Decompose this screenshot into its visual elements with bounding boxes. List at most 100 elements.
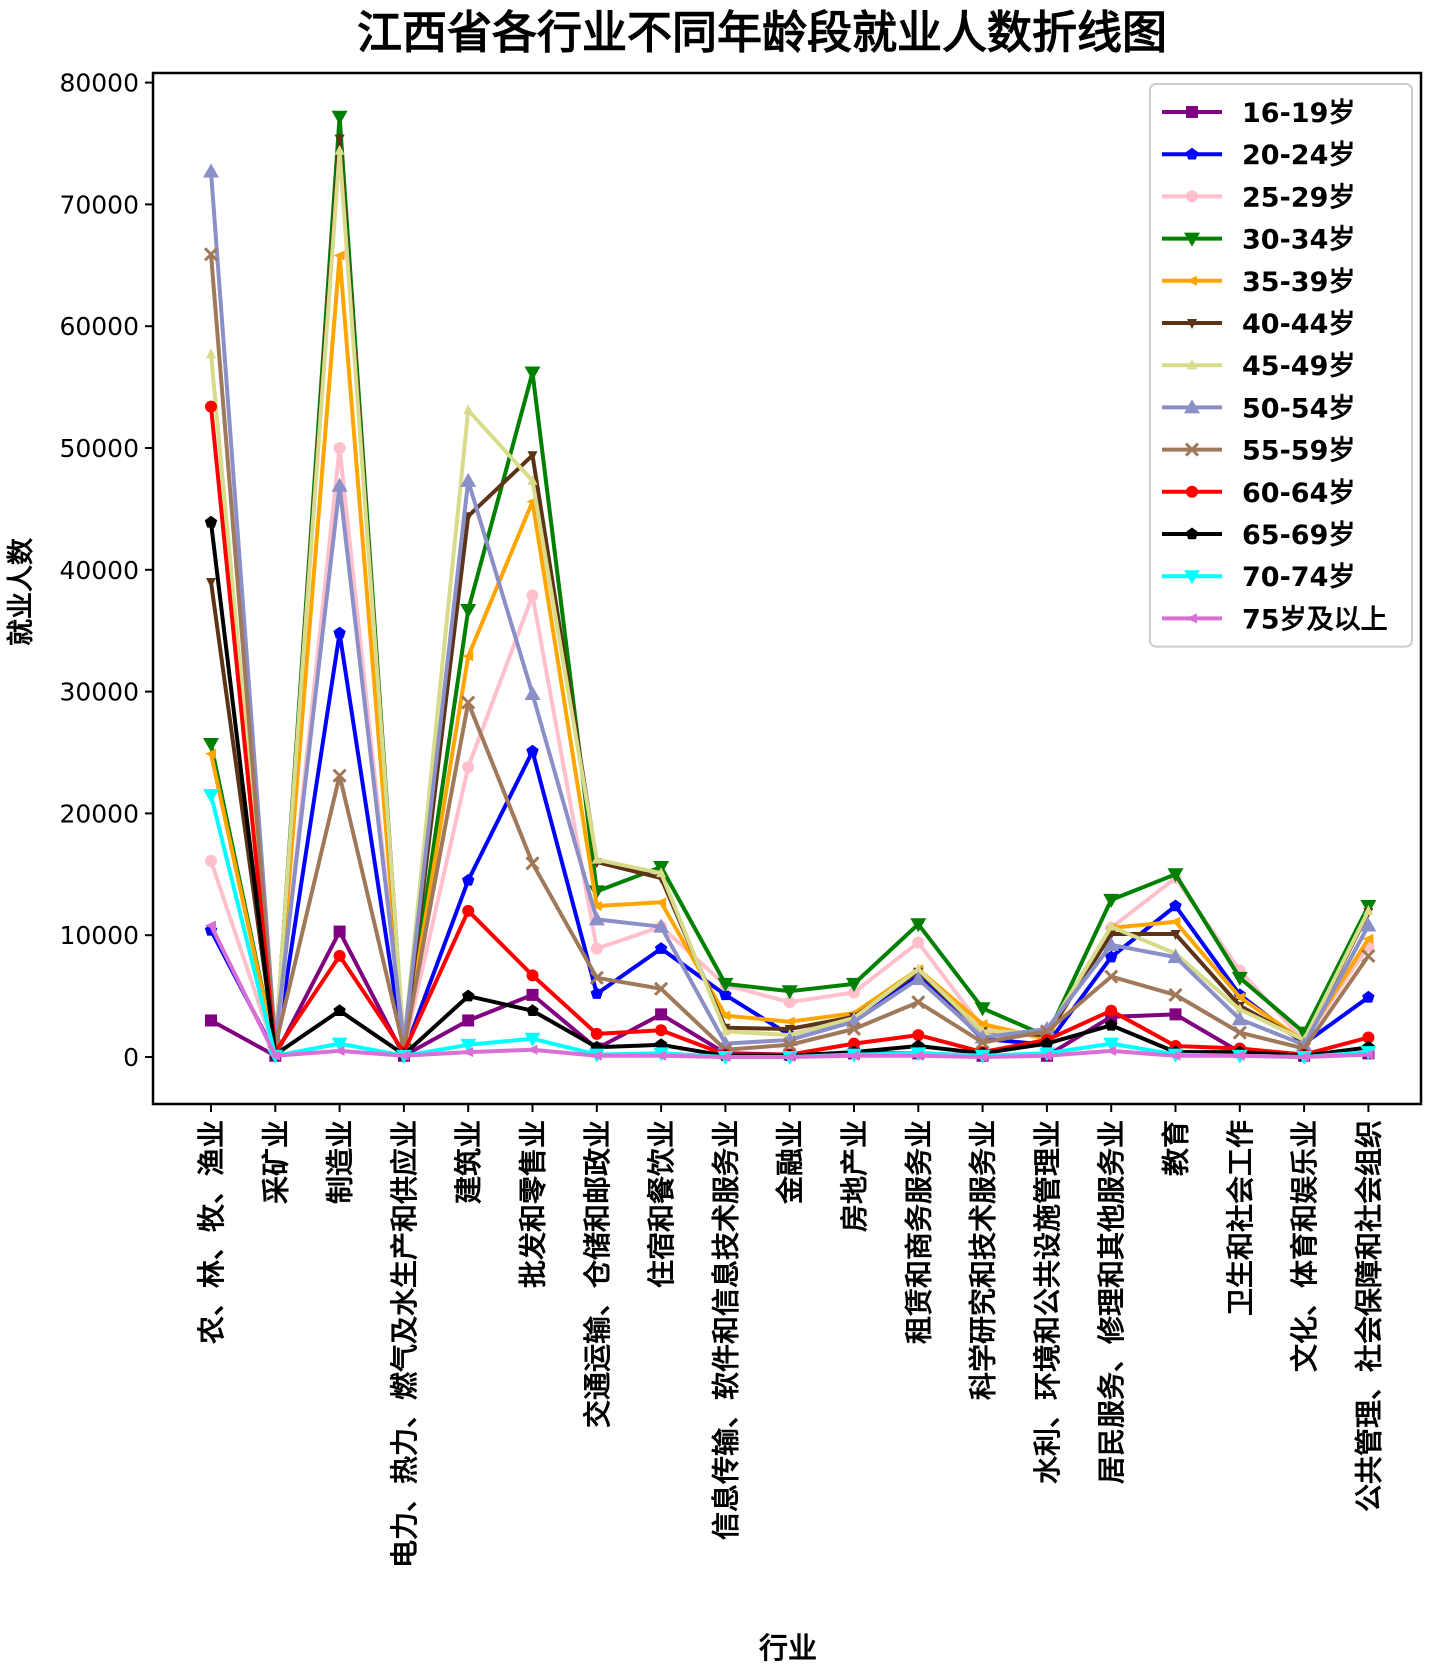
x-tick-label: 卫生和社会工作: [1224, 1120, 1257, 1316]
data-point: [912, 1050, 924, 1061]
data-point: [333, 1004, 346, 1016]
data-point: [1167, 868, 1184, 883]
data-point: [653, 918, 670, 933]
data-point: [331, 110, 348, 125]
data-point: [333, 1045, 345, 1056]
data-point: [654, 981, 669, 996]
x-tick-label: 金融业: [774, 1120, 807, 1205]
legend-marker: [1186, 613, 1197, 624]
data-point: [975, 1035, 990, 1050]
data-point: [206, 577, 216, 588]
legend-marker: [1187, 319, 1197, 329]
legend-marker: [1184, 399, 1200, 414]
series-75岁及以上: [205, 920, 1374, 1062]
legend-box: [1149, 83, 1413, 648]
x-tick-label: 批发和零售业: [517, 1120, 550, 1288]
data-point: [203, 163, 219, 178]
data-point: [590, 987, 603, 999]
x-tick-label: 租赁和商务服务业: [902, 1120, 935, 1344]
data-point: [912, 936, 925, 949]
data-point: [333, 442, 346, 454]
legend-marker: [1184, 442, 1200, 457]
data-point: [1105, 950, 1118, 963]
data-point: [462, 1047, 474, 1058]
data-point: [848, 986, 860, 999]
data-point: [846, 1021, 862, 1037]
legend-label: 60-64岁: [1242, 478, 1355, 509]
legend-label: 16-19岁: [1242, 98, 1355, 129]
data-point: [462, 761, 475, 774]
data-point: [526, 589, 539, 602]
y-tick-label: 70000: [59, 190, 139, 219]
x-tick-label: 建筑业: [452, 1120, 485, 1204]
data-point: [1169, 1050, 1181, 1061]
data-point: [1106, 920, 1117, 931]
x-tick-label: 房地产业: [838, 1120, 871, 1232]
data-point: [462, 873, 475, 886]
x-tick-label: 电力、热力、燃气及水生产和供应业: [388, 1120, 421, 1568]
legend-entry: 55-59岁: [1162, 436, 1355, 467]
legend-marker: [1184, 570, 1200, 585]
data-point: [205, 854, 217, 867]
data-point: [269, 1050, 281, 1061]
legend-marker: [1185, 527, 1199, 540]
legend-label: 70-74岁: [1242, 562, 1355, 593]
data-point: [1362, 990, 1375, 1003]
x-tick-label: 交通运输、仓储和邮政业: [581, 1120, 614, 1428]
data-point: [460, 1038, 477, 1053]
legend-entry: 50-54岁: [1162, 393, 1355, 424]
axes-layer: 0 10000 20000 30000 40000 50000 60000 70000 8000…: [59, 69, 1423, 1568]
data-point: [1234, 1003, 1245, 1014]
data-point: [333, 626, 346, 639]
legend-marker: [1185, 147, 1199, 160]
data-point: [588, 911, 605, 926]
data-point: [462, 904, 475, 917]
data-point: [1170, 929, 1181, 940]
data-point: [656, 867, 667, 878]
data-point: [526, 969, 539, 982]
data-point: [1232, 1025, 1247, 1040]
data-point: [205, 920, 216, 931]
data-point: [911, 995, 926, 1010]
data-point: [974, 1002, 991, 1017]
legend-label: 65-69岁: [1242, 520, 1355, 551]
data-point: [1040, 1050, 1052, 1061]
data-point: [1362, 1049, 1374, 1060]
data-point: [526, 1004, 539, 1016]
data-point: [912, 1029, 925, 1042]
data-point: [462, 651, 474, 662]
legend-entry: 25-29岁: [1162, 182, 1355, 213]
x-tick-label: 公共管理、社会保障和社会组织: [1352, 1120, 1385, 1512]
data-point: [1363, 904, 1374, 915]
data-point: [1362, 1031, 1375, 1044]
data-point: [910, 971, 927, 986]
data-point: [654, 1038, 668, 1051]
x-tick-label: 农、林、牧、渔业: [195, 1120, 228, 1345]
legend-entry: 16-19岁: [1162, 98, 1355, 129]
legend-entry: 60-64岁: [1162, 478, 1355, 509]
y-tick-label: 40000: [59, 556, 139, 585]
data-point: [719, 1052, 731, 1062]
data-point: [720, 1025, 731, 1036]
data-point: [1040, 1037, 1054, 1049]
data-point: [1039, 1024, 1054, 1039]
data-point: [334, 134, 345, 145]
y-tick-label: 80000: [59, 69, 139, 98]
x-axis-label: 行业: [758, 1631, 817, 1665]
legend-label: 55-59岁: [1242, 436, 1355, 467]
legend-entry: 35-39岁: [1162, 267, 1355, 298]
data-point: [462, 1014, 475, 1027]
data-point: [1361, 948, 1376, 963]
legend-label: 20-24岁: [1242, 140, 1355, 171]
data-point: [848, 1050, 859, 1061]
data-point: [524, 366, 541, 381]
data-point: [1103, 936, 1120, 951]
data-point: [1233, 1050, 1245, 1061]
data-point: [524, 686, 541, 701]
data-point: [333, 949, 346, 962]
data-point: [204, 515, 218, 528]
data-point: [655, 1024, 668, 1037]
chart-title: 江西省各行业不同年龄段就业人数折线图: [357, 6, 1167, 59]
